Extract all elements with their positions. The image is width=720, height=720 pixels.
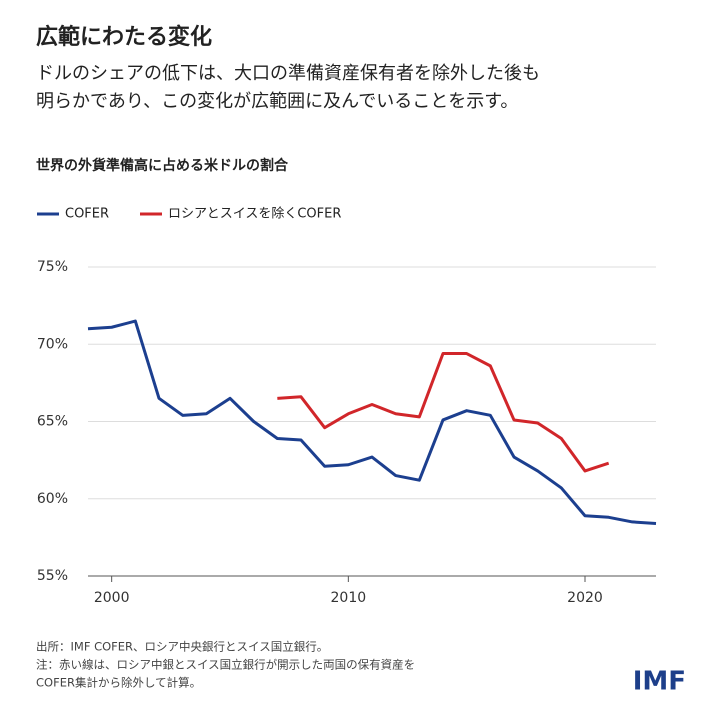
logo: IMF: [633, 667, 686, 697]
legend-label: COFER: [65, 207, 109, 222]
plot-title: 世界の外貨準備高に占める米ドルの割合: [36, 157, 289, 174]
line-series: [277, 352, 610, 473]
subtitle: ドルのシェアの低下は、大口の準備資産保有者を除外した後も: [36, 63, 540, 84]
line-series: [87, 319, 657, 525]
y-tick-label: 75%: [37, 259, 68, 275]
y-tick-label: 60%: [37, 491, 68, 507]
chart-title: 広範にわたる変化: [36, 24, 212, 50]
x-tick-label: 2000: [94, 590, 130, 606]
x-tick-label: 2010: [331, 590, 367, 606]
note: COFER集計から除外して計算。: [36, 676, 201, 690]
y-tick-label: 65%: [37, 414, 68, 430]
subtitle: 明らかであり、この変化が広範囲に及んでいることを示す。: [36, 91, 518, 112]
legend-label: ロシアとスイスを除くCOFER: [168, 207, 341, 222]
y-tick-label: 70%: [37, 336, 68, 352]
note: 注：赤い線は、ロシア中銀とスイス国立銀行が開示した両国の保有資産を: [36, 658, 415, 672]
note: 出所：IMF COFER、ロシア中央銀行とスイス国立銀行。: [36, 640, 328, 654]
y-tick-label: 55%: [37, 568, 68, 584]
x-tick-label: 2020: [567, 590, 603, 606]
